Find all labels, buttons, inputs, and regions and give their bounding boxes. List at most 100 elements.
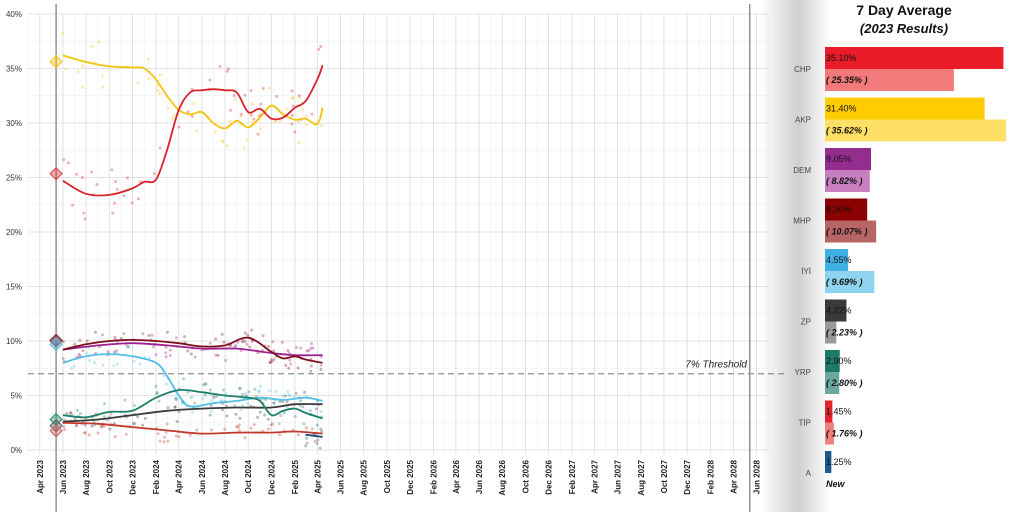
poll-point-mhp	[243, 340, 247, 344]
x-tick-label: Oct 2025	[383, 459, 392, 493]
poll-point-akp	[259, 127, 263, 131]
poll-point-chp	[261, 86, 265, 90]
poll-point-mhp	[319, 368, 323, 372]
poll-point-zp	[173, 405, 177, 409]
result-bar-chp	[825, 69, 954, 91]
poll-point-i-yi-	[85, 351, 89, 355]
poll-point-akp	[285, 107, 289, 111]
poll-point-chp	[158, 146, 162, 150]
poll-point-akp	[76, 70, 80, 74]
poll-point-mhp	[126, 345, 130, 349]
poll-point-mhp	[73, 342, 77, 346]
poll-point-i-yi-	[115, 362, 119, 366]
poll-point-dem	[208, 341, 212, 345]
poll-point-zp	[294, 392, 298, 396]
poll-point-mhp	[78, 354, 82, 358]
x-tick-label: Jun 2023	[59, 459, 68, 494]
x-tick-label: Jun 2027	[614, 459, 623, 494]
poll-point-zp	[303, 390, 307, 394]
avg-bar-akp	[825, 97, 985, 120]
poll-point-akp	[81, 64, 85, 68]
poll-point-ti-p	[305, 441, 309, 445]
poll-point-ti-p	[124, 433, 128, 437]
poll-point-dem	[164, 351, 168, 355]
poll-point-i-yi-	[175, 397, 179, 401]
poll-point-chp	[249, 113, 253, 117]
result-bar-akp	[825, 119, 1007, 142]
poll-point-ti-p	[249, 426, 253, 430]
x-tick-label: Oct 2026	[521, 459, 530, 493]
x-tick-label: Apr 2026	[452, 459, 461, 493]
poll-point-i-yi-	[148, 356, 152, 360]
x-tick-label: Dec 2026	[545, 459, 554, 494]
poll-point-zp	[68, 411, 72, 415]
x-tick-label: Feb 2027	[568, 459, 577, 494]
poll-point-mhp	[216, 353, 220, 357]
poll-point-dem	[168, 348, 172, 352]
poll-point-i-yi-	[126, 345, 130, 349]
avg-bar-a	[825, 451, 832, 473]
poll-point-yrp	[103, 402, 107, 406]
poll-point-dem	[77, 352, 81, 356]
poll-point-ti-p	[237, 429, 241, 433]
poll-point-ti-p	[209, 428, 213, 432]
result-label-dem: ( 8.82% )	[826, 176, 863, 186]
poll-point-mhp	[214, 337, 218, 341]
trend-line-mhp	[62, 336, 323, 364]
poll-point-akp	[250, 102, 254, 106]
poll-point-dem	[193, 355, 197, 359]
poll-point-zp	[208, 413, 212, 417]
result-label-a: New	[826, 479, 846, 489]
poll-point-dem	[250, 339, 254, 343]
avg-bar-mhp	[825, 198, 868, 221]
poll-point-zp	[175, 420, 179, 424]
poll-point-akp	[156, 88, 160, 92]
x-tick-label: Apr 2028	[729, 459, 738, 493]
poll-point-chp	[111, 211, 115, 215]
poll-point-zp	[263, 413, 267, 417]
poll-point-yrp	[238, 387, 242, 391]
avg-bar-ti-p	[825, 400, 833, 423]
y-tick-label: 15%	[6, 283, 22, 292]
x-tick-label: Jun 2028	[753, 459, 762, 494]
poll-point-mhp	[222, 340, 226, 344]
poll-point-chp	[293, 130, 297, 134]
poll-point-chp	[83, 217, 87, 221]
poll-point-yrp	[102, 415, 106, 419]
poll-point-mhp	[165, 330, 169, 334]
y-tick-label: 0%	[10, 446, 22, 455]
poll-point-ti-p	[164, 430, 168, 434]
avg-bar-zp	[825, 299, 847, 322]
avg-label-dem: 9.05%	[826, 154, 852, 164]
poll-point-zp	[266, 417, 270, 421]
x-tick-label: Jun 2024	[198, 459, 207, 494]
poll-point-ti-p	[266, 427, 270, 431]
poll-point-yrp	[247, 390, 251, 394]
poll-point-akp	[250, 120, 254, 124]
result-label-i-yi-: ( 9.69% )	[826, 277, 863, 287]
poll-point-i-yi-	[268, 389, 272, 393]
poll-point-dem	[307, 348, 311, 352]
avg-label-zp: 4.22%	[826, 306, 852, 316]
x-tick-label: Aug 2024	[221, 459, 230, 495]
poll-point-dem	[309, 346, 313, 350]
poll-point-yrp	[132, 403, 136, 407]
poll-point-akp	[296, 120, 300, 124]
poll-point-dem	[311, 346, 315, 350]
poll-point-chp	[218, 65, 222, 69]
poll-point-yrp	[208, 388, 212, 392]
poll-point-dem	[310, 342, 314, 346]
trend-line-akp	[62, 54, 324, 130]
poll-point-ti-p	[156, 432, 160, 436]
result-bar-mhp	[825, 220, 877, 243]
result-marker-dem	[49, 334, 63, 348]
poll-point-mhp	[112, 350, 116, 354]
poll-point-akp	[97, 40, 101, 44]
poll-point-akp	[320, 123, 324, 127]
poll-point-yrp	[253, 387, 257, 391]
poll-point-akp	[101, 74, 105, 78]
poll-point-akp	[156, 84, 160, 88]
avg-bar-i-yi-	[825, 249, 849, 271]
poll-point-a	[319, 427, 323, 431]
poll-point-mhp	[85, 339, 89, 343]
